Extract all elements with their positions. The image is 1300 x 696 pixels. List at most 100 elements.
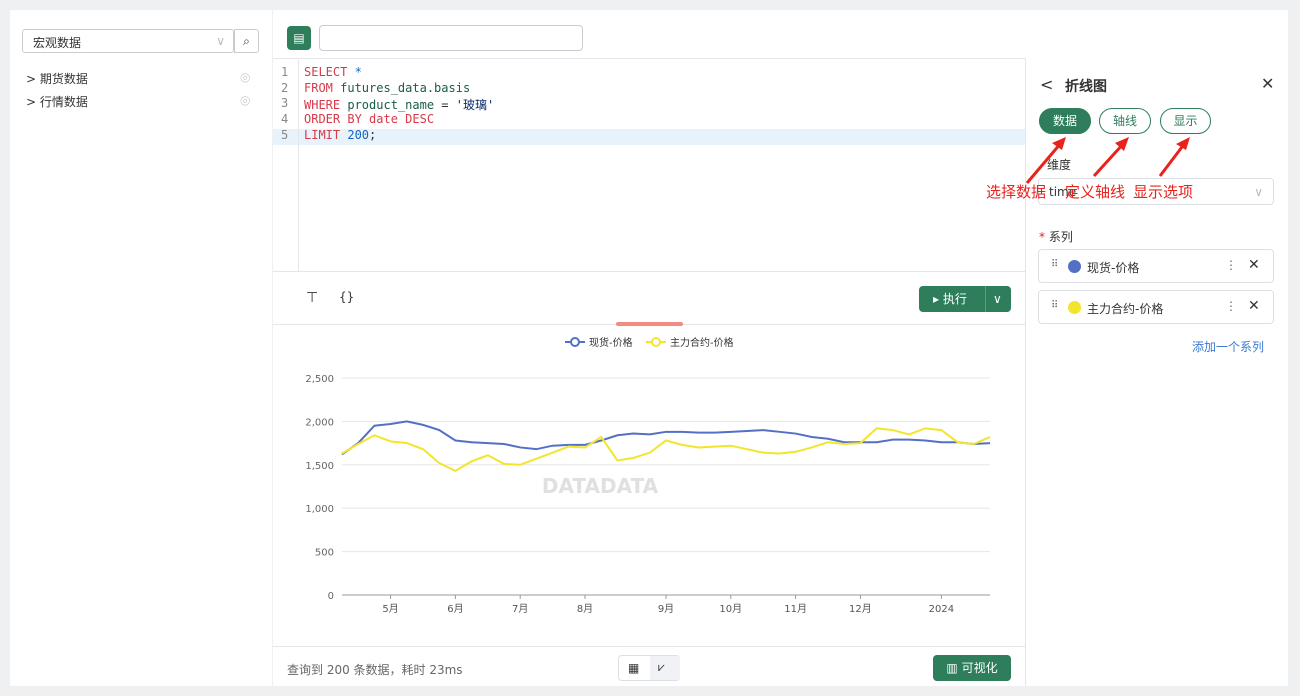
code-line: ORDER BY date DESC	[304, 112, 434, 126]
tree-item[interactable]: > 期货数据	[26, 72, 88, 86]
x-tick-label: 9月	[658, 603, 674, 615]
visualize-button[interactable]: ▥ 可视化	[933, 655, 1011, 681]
divider	[273, 58, 1025, 59]
code-token: =	[434, 98, 456, 113]
view-toggle[interactable]: ▦ ⩗	[618, 655, 680, 681]
field-label: 维度	[1047, 158, 1072, 172]
code-line: FROM futures_data.basis	[304, 81, 470, 95]
remove-icon: ✕	[1248, 298, 1260, 314]
divider	[273, 646, 1025, 647]
y-tick-label: 1,500	[305, 461, 334, 472]
series-dot	[1068, 260, 1081, 273]
y-tick-label: 2,000	[305, 417, 334, 428]
x-tick-label: 2024	[929, 604, 954, 615]
x-tick-label: 12月	[849, 603, 872, 615]
code-token: FROM	[304, 80, 333, 95]
run-button[interactable]: ▸ 执行 ∨	[919, 286, 1011, 312]
run-text: 执行	[942, 292, 967, 306]
x-tick-label: 5月	[382, 603, 398, 615]
format-icon[interactable]: ⊤	[306, 290, 319, 306]
x-tick-label: 10月	[719, 603, 742, 615]
divider	[1025, 58, 1026, 686]
series-label: 系列	[1048, 230, 1073, 244]
line-number: 5	[281, 127, 289, 142]
chevron: ∨	[216, 34, 225, 48]
code-token: ORDER BY date DESC	[304, 112, 435, 127]
tree-text: 期货数据	[39, 72, 88, 86]
active-line	[273, 129, 1025, 145]
more-icon: ⋮	[1225, 299, 1237, 313]
code-line: WHERE product_name = '玻璃'	[304, 96, 494, 113]
add-series[interactable]: 添加一个系列	[1192, 340, 1265, 354]
source-select[interactable]: 宏观数据 ∨	[22, 29, 234, 53]
panel-title: 折线图	[1065, 79, 1107, 95]
series-dot	[1068, 301, 1081, 314]
series-item[interactable]: ⠿ 主力合约-价格 ⋮ ✕	[1038, 290, 1274, 324]
chart: DATADATA 0 500 1,000 1,500 2,000 2,500 5月 6月 7月 8…	[305, 336, 991, 615]
table-button[interactable]: ▤	[287, 26, 311, 50]
code-token: LIMIT	[304, 127, 341, 142]
code-line: LIMIT 200;	[304, 128, 376, 142]
y-tick-label: 0	[328, 591, 334, 602]
annotation: 选择数据	[986, 183, 1047, 201]
tab[interactable]: 显示	[1160, 108, 1211, 134]
back-icon[interactable]: <	[1040, 75, 1054, 94]
x-tick-label: 6月	[447, 603, 463, 615]
required-mark: *	[1039, 230, 1045, 244]
y-tick-label: 500	[315, 548, 334, 559]
drag-handle: ⠿	[1051, 259, 1059, 270]
code-token: futures_data.basis	[332, 80, 471, 95]
dimension-select[interactable]: time ∨	[1038, 178, 1274, 205]
code-token: 200	[340, 127, 370, 142]
legend-label: 现货-价格	[589, 336, 633, 349]
code-token: SELECT	[304, 65, 348, 79]
x-tick-label: 7月	[512, 603, 528, 615]
field-label: * 系列	[1039, 228, 1073, 245]
annotation: 显示选项	[1133, 183, 1194, 201]
code-token: '玻璃'	[455, 98, 495, 113]
tab[interactable]: 轴线	[1099, 108, 1151, 134]
series-line	[341, 427, 991, 473]
legend-label: 主力合约-价格	[670, 336, 734, 349]
close-icon[interactable]: ✕	[1261, 74, 1275, 93]
sidebar	[10, 10, 272, 686]
status: 查询到 200 条数据，耗时 23ms	[287, 663, 463, 677]
code-token: WHERE	[304, 98, 341, 113]
tree-item[interactable]: > 行情数据	[26, 95, 88, 109]
legend-marker	[651, 337, 661, 347]
name-input[interactable]	[319, 25, 583, 51]
line-number: 1	[281, 65, 289, 79]
code-token: *	[347, 65, 362, 79]
drag-handle: ⠿	[1051, 300, 1059, 311]
search-button[interactable]: ⌕	[234, 29, 259, 53]
resize-handle[interactable]	[616, 322, 683, 326]
select-text: 宏观数据	[33, 36, 82, 50]
code-line: SELECT *	[304, 65, 362, 79]
series-line	[341, 420, 991, 456]
x-tick-label: 11月	[784, 603, 807, 615]
tab[interactable]: 数据	[1039, 108, 1091, 134]
line-number: 3	[281, 96, 289, 111]
eye-icon[interactable]: ◎	[240, 70, 251, 84]
x-tick-label: 8月	[577, 603, 593, 615]
series-name: 现货-价格	[1087, 261, 1140, 275]
remove-icon: ✕	[1248, 257, 1260, 273]
eye-icon[interactable]: ◎	[240, 93, 251, 107]
code-token: ;	[369, 127, 377, 142]
line-number: 2	[281, 80, 289, 95]
legend-marker	[570, 337, 580, 347]
series-item[interactable]: ⠿ 现货-价格 ⋮ ✕	[1038, 249, 1274, 283]
watermark: DATADATA	[542, 474, 659, 498]
divider	[273, 271, 1025, 272]
line-number: 4	[281, 112, 289, 127]
main	[273, 10, 1288, 686]
braces-icon[interactable]: {}	[339, 290, 355, 304]
tree-text: 行情数据	[39, 95, 88, 109]
series-name: 主力合约-价格	[1087, 302, 1164, 316]
dimension-text: time	[1049, 185, 1077, 199]
y-tick-label: 2,500	[305, 374, 334, 385]
annotation: 定义轴线	[1065, 183, 1126, 201]
gutter-line	[298, 60, 299, 271]
more-icon: ⋮	[1225, 258, 1237, 272]
